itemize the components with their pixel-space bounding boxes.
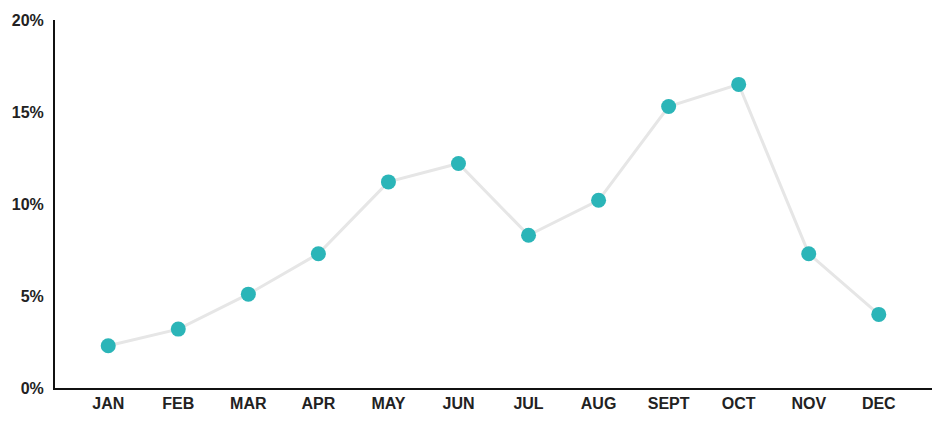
svg-text:JAN: JAN: [92, 395, 124, 412]
svg-text:OCT: OCT: [722, 395, 756, 412]
svg-text:FEB: FEB: [162, 395, 194, 412]
svg-text:MAR: MAR: [230, 395, 267, 412]
svg-text:APR: APR: [301, 395, 335, 412]
svg-text:DEC: DEC: [862, 395, 896, 412]
svg-text:MAY: MAY: [371, 395, 405, 412]
svg-text:5%: 5%: [21, 288, 44, 305]
svg-text:0%: 0%: [21, 380, 44, 397]
svg-text:20%: 20%: [12, 12, 44, 29]
svg-text:AUG: AUG: [581, 395, 617, 412]
svg-text:SEPT: SEPT: [648, 395, 690, 412]
svg-text:15%: 15%: [12, 104, 44, 121]
svg-text:JUN: JUN: [442, 395, 474, 412]
svg-text:JUL: JUL: [513, 395, 543, 412]
svg-text:10%: 10%: [12, 196, 44, 213]
svg-text:NOV: NOV: [791, 395, 826, 412]
